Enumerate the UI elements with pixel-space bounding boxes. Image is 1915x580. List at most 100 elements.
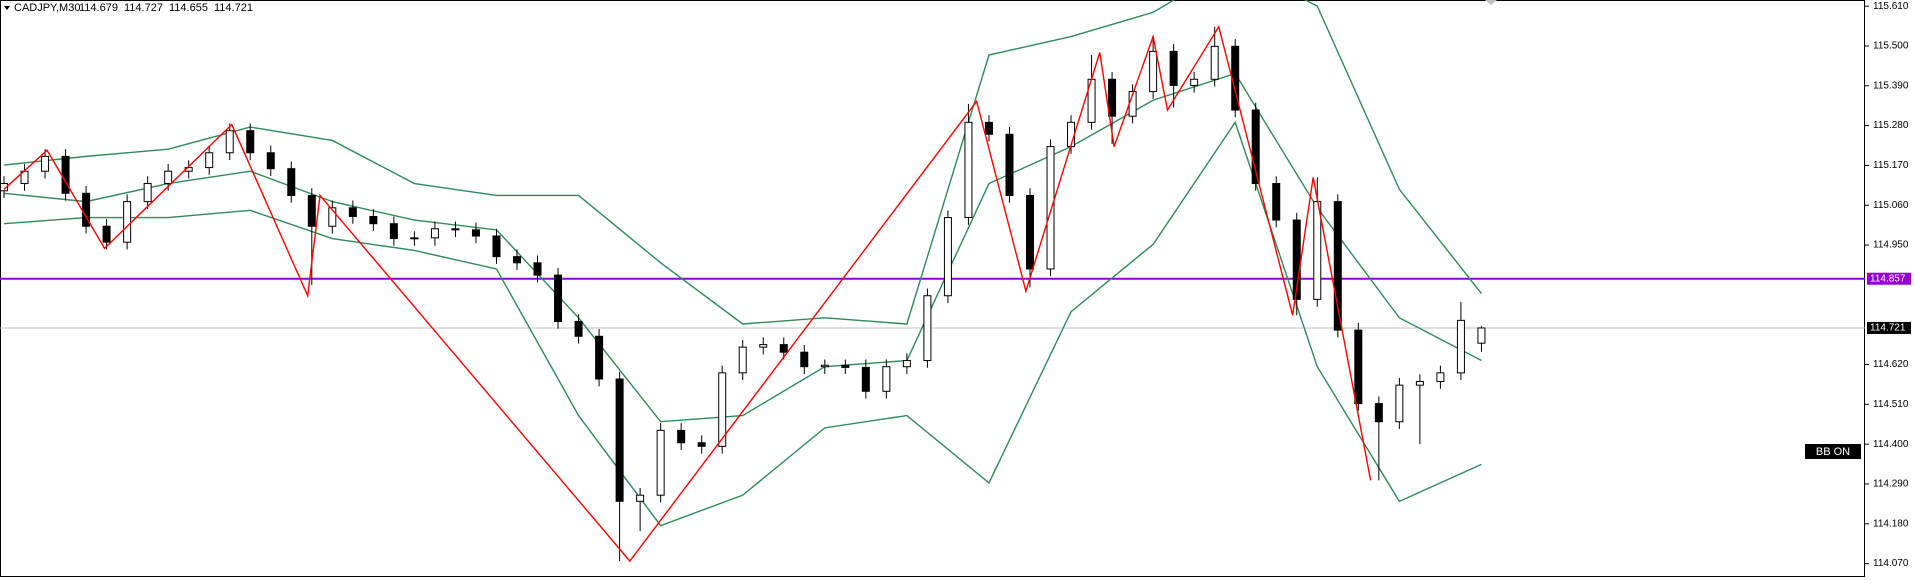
level-label: 114.721 xyxy=(1870,323,1906,334)
candle-body xyxy=(554,274,563,322)
candle-body xyxy=(1354,329,1363,405)
candle-body xyxy=(389,223,398,240)
candle-body xyxy=(800,351,809,368)
candle-body xyxy=(677,429,686,444)
candle-body xyxy=(1436,372,1445,383)
candle-body xyxy=(1313,201,1322,300)
candle-body xyxy=(1333,201,1342,331)
badge-box xyxy=(1805,444,1861,459)
candle-body xyxy=(943,217,952,297)
candle-body xyxy=(759,344,768,348)
plot-area xyxy=(0,0,1865,563)
candle-body xyxy=(1108,78,1117,117)
candle-body xyxy=(205,152,214,169)
y-tick-label: 114.510 xyxy=(1873,399,1909,410)
candle-body xyxy=(246,130,255,154)
candle-body xyxy=(861,366,870,392)
candle-body xyxy=(1046,146,1055,270)
level-label-box xyxy=(1867,272,1911,285)
y-tick-label: 115.390 xyxy=(1873,80,1909,91)
candle-body xyxy=(636,494,645,502)
candle-body xyxy=(164,170,173,185)
candle-body xyxy=(266,152,275,170)
close-price: 114.721 xyxy=(214,2,253,14)
candle-body xyxy=(102,225,111,243)
band-lower xyxy=(3,120,1482,527)
candle-body xyxy=(533,262,542,276)
candle-body xyxy=(123,201,132,243)
y-tick-label: 114.180 xyxy=(1873,518,1909,529)
candle-body xyxy=(1272,183,1281,221)
candle-body xyxy=(1415,381,1424,386)
candle-body xyxy=(923,295,932,362)
header-arrow xyxy=(4,6,10,10)
level-label-box xyxy=(1867,321,1911,334)
candle-body xyxy=(1251,109,1260,185)
candle-body xyxy=(595,335,604,380)
candle-body xyxy=(143,183,152,203)
candle-body xyxy=(307,194,316,227)
candle-body xyxy=(287,168,296,196)
candle-body xyxy=(410,237,419,240)
high-price: 114.727 xyxy=(124,2,163,14)
plot-frame xyxy=(0,0,1865,577)
candle-body xyxy=(984,121,993,135)
level-label: 114.857 xyxy=(1870,273,1906,284)
candle-body xyxy=(697,442,706,447)
candle-body xyxy=(348,207,357,217)
candle-body xyxy=(451,228,460,231)
chart-header: CADJPY,M30 114.679 114.727 114.655 114.7… xyxy=(4,2,253,14)
candle-body xyxy=(574,320,583,337)
candle-body xyxy=(471,229,480,237)
y-tick-label: 115.610 xyxy=(1873,1,1909,12)
candle-body xyxy=(225,130,234,154)
zigzag xyxy=(3,25,1372,563)
candle-body xyxy=(328,207,337,227)
y-tick-label: 115.280 xyxy=(1873,120,1909,131)
candle-body xyxy=(1395,384,1404,423)
y-tick-label: 114.290 xyxy=(1873,479,1909,490)
candle-body xyxy=(513,256,521,264)
candle-body xyxy=(61,155,70,194)
candle-body xyxy=(1477,327,1486,344)
candle-body xyxy=(1005,133,1014,196)
candle-body xyxy=(738,346,747,374)
candle-body xyxy=(430,228,439,239)
y-tick-label: 115.060 xyxy=(1873,200,1909,211)
candle-body xyxy=(0,183,8,192)
y-tick-label: 114.950 xyxy=(1873,240,1909,251)
candle-body xyxy=(841,364,850,368)
candle-body xyxy=(820,364,829,368)
candle-body xyxy=(964,121,973,219)
candle-body xyxy=(718,372,727,447)
candle-body xyxy=(1149,50,1158,93)
y-tick-label: 114.070 xyxy=(1873,558,1909,569)
open-price: 114.679 xyxy=(79,2,118,14)
price-axis: 115.610 115.500 115.390 115.280 115.170 115.0… xyxy=(1865,1,1911,569)
candle-body xyxy=(492,235,501,258)
candle-body xyxy=(1210,45,1219,80)
candle-body xyxy=(779,344,788,353)
shift-marker xyxy=(1485,0,1497,5)
candle-body xyxy=(902,360,911,368)
candle-body xyxy=(41,155,50,172)
candle-body xyxy=(615,378,624,502)
y-tick-label: 114.400 xyxy=(1873,439,1909,450)
badge: BB ON xyxy=(1805,444,1861,459)
candle-body xyxy=(369,215,378,225)
low-price: 114.655 xyxy=(169,2,208,14)
y-tick-label: 114.620 xyxy=(1873,359,1909,370)
symbol: CADJPY,M30 xyxy=(14,2,80,14)
y-tick-label: 115.170 xyxy=(1873,160,1909,171)
candle-body xyxy=(882,366,891,392)
candle-body xyxy=(1026,194,1034,270)
candle-body xyxy=(656,429,665,496)
candle-body xyxy=(1456,319,1465,374)
candle-body xyxy=(1169,50,1178,86)
candle-body xyxy=(1190,78,1199,86)
candle-body xyxy=(1374,403,1383,423)
y-tick-label: 115.500 xyxy=(1873,41,1909,52)
badge-text: BB ON xyxy=(1816,446,1850,458)
